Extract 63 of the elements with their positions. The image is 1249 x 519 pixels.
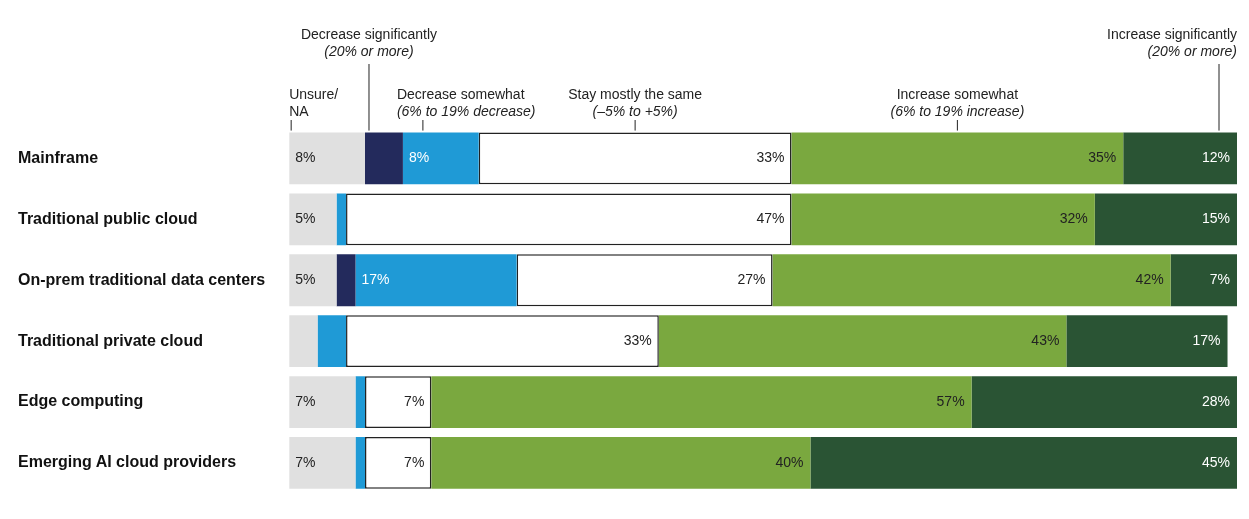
bar	[431, 437, 811, 489]
text: Decrease significantly (20% or more)	[300, 25, 438, 59]
data-label: 17%	[361, 271, 390, 288]
data-label: 40%	[775, 453, 804, 470]
series-label: Increase somewhat (6% to 19% increase)	[890, 85, 1025, 119]
bar	[355, 254, 517, 307]
bar	[971, 376, 1237, 428]
y-tick-label: Emerging AI cloud providers	[18, 453, 237, 471]
bar	[1066, 315, 1228, 368]
y-tick-label: On-prem traditional data centers	[18, 270, 266, 288]
series-label: Decrease somewhat (6% to 19% decrease)	[396, 85, 536, 119]
bar	[289, 254, 337, 307]
bar	[289, 437, 356, 489]
series-label: Unsure/ NA	[289, 85, 339, 119]
bar	[355, 437, 365, 489]
y-tick-label: Traditional public cloud	[18, 209, 198, 227]
data-label: 57%	[936, 392, 965, 409]
series-label: Stay mostly the same (–5% to +5%)	[568, 85, 703, 119]
bar	[289, 132, 365, 185]
bar	[364, 132, 403, 185]
data-label: 27%	[737, 271, 766, 288]
bar	[791, 193, 1095, 246]
bar	[1094, 193, 1237, 246]
bar	[355, 376, 365, 428]
data-label: 5%	[295, 210, 316, 227]
data-label: 8%	[408, 149, 430, 166]
bar	[336, 254, 356, 307]
data-label: 43%	[1031, 332, 1060, 349]
data-label: 12%	[1201, 149, 1230, 166]
bar	[289, 315, 318, 368]
bar	[289, 376, 356, 428]
bar	[336, 193, 347, 246]
data-label: 5%	[295, 271, 316, 288]
bar	[791, 132, 1124, 185]
bar	[1123, 132, 1237, 185]
data-label: 33%	[623, 332, 652, 349]
data-label: 42%	[1135, 271, 1164, 288]
data-label: 45%	[1201, 453, 1230, 470]
bar	[772, 254, 1171, 307]
data-label: 7%	[404, 453, 425, 470]
bar	[1170, 254, 1237, 307]
bar	[431, 376, 972, 428]
data-label: 7%	[295, 453, 316, 470]
data-label: 8%	[295, 149, 316, 166]
data-label: 7%	[1209, 271, 1230, 288]
bar	[658, 315, 1067, 368]
data-label: 15%	[1201, 210, 1230, 227]
y-tick-label: Traditional private cloud	[18, 331, 203, 349]
data-label: 33%	[756, 149, 785, 166]
bar	[402, 132, 479, 185]
bar	[289, 193, 337, 246]
bar	[810, 437, 1237, 489]
data-label: 32%	[1059, 210, 1088, 227]
data-label: 28%	[1201, 392, 1230, 409]
data-label: 7%	[295, 392, 316, 409]
y-tick-label: Mainframe	[18, 148, 99, 166]
y-tick-label: Edge computing	[18, 392, 144, 410]
text: Increase significantly (20% or more)	[1107, 25, 1237, 59]
data-label: 17%	[1192, 332, 1221, 349]
bar	[317, 315, 347, 368]
data-label: 35%	[1088, 149, 1117, 166]
data-label: 7%	[404, 392, 425, 409]
data-label: 47%	[756, 210, 785, 227]
